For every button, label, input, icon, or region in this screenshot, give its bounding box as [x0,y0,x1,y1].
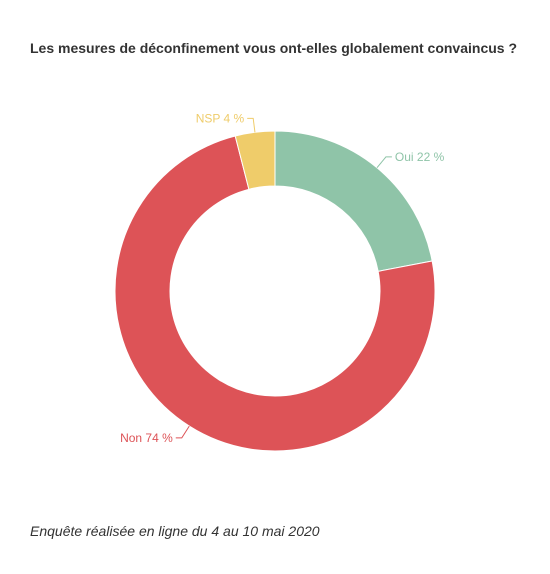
slice-non [114,135,436,452]
connector-oui [376,156,392,169]
label-connectors [175,117,392,439]
connector-nsp [247,117,256,133]
label-non: Non 74 % [120,431,173,445]
donut-slices [114,130,436,452]
label-nsp: NSP 4 % [196,111,245,125]
slice-labels: Oui 22 % Non 74 % NSP 4 % [120,111,445,445]
slice-nsp [234,130,276,190]
chart-footnote: Enquête réalisée en ligne du 4 au 10 mai… [30,523,320,539]
label-oui: Oui 22 % [395,150,445,164]
connector-non [175,425,190,439]
chart-title: Les mesures de déconfinement vous ont-el… [30,40,518,56]
